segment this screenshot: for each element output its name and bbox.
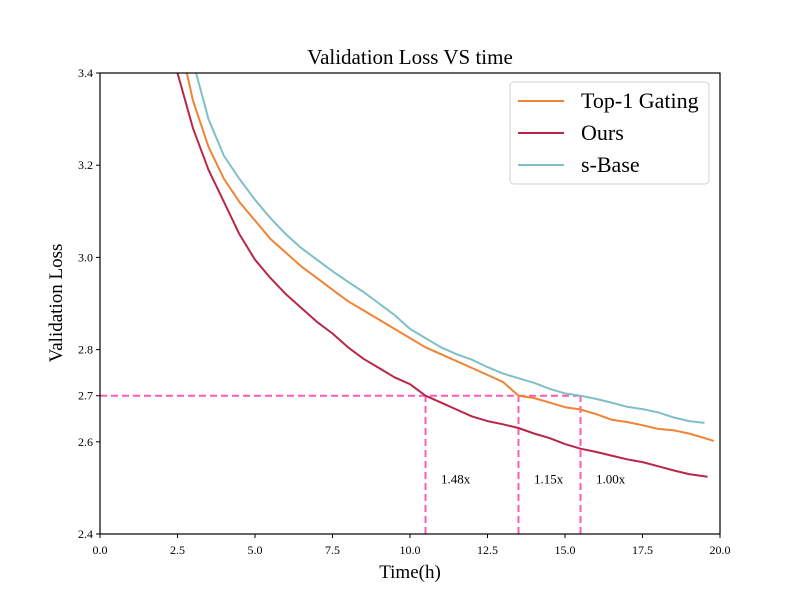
- legend-box: [509, 81, 710, 185]
- reference-lines: [100, 394, 582, 534]
- x-axis-label: Time(h): [379, 562, 441, 583]
- x-tick-label: 10.0: [400, 543, 421, 557]
- y-tick-label: 3.0: [78, 250, 93, 264]
- y-tick-label: 3.2: [78, 158, 93, 172]
- legend-label: Top-1 Gating: [581, 88, 699, 113]
- speedup-annotations: 1.48x 1.15x 1.00x: [441, 471, 626, 486]
- series-line-ours: [176, 73, 708, 478]
- y-tick-label: 3.4: [78, 66, 93, 80]
- y-axis-ticks: 2.4 2.6 2.7 2.8 3.0 3.2 3.4: [78, 66, 100, 541]
- series-line-s-base: [195, 73, 705, 424]
- legend-label: Ours: [581, 120, 624, 145]
- x-axis-ticks: 0.0 2.5 5.0 7.5 10.0 12.5 15.0 17.5 20.0: [93, 534, 731, 557]
- series-line-top-1-gating: [185, 73, 715, 442]
- speedup-label: 1.15x: [534, 471, 564, 486]
- legend: Top-1 Gating Ours s-Base: [509, 81, 710, 185]
- legend-label: s-Base: [581, 152, 640, 177]
- speedup-label: 1.00x: [596, 471, 626, 486]
- y-tick-label: 2.4: [78, 527, 93, 541]
- chart-title: Validation Loss VS time: [307, 45, 513, 69]
- x-tick-label: 17.5: [632, 543, 653, 557]
- x-tick-label: 7.5: [325, 543, 340, 557]
- x-tick-label: 12.5: [477, 543, 498, 557]
- y-tick-label: 2.6: [78, 435, 93, 449]
- speedup-label: 1.48x: [441, 471, 471, 486]
- x-tick-label: 15.0: [555, 543, 576, 557]
- x-tick-label: 5.0: [248, 543, 263, 557]
- y-tick-label: 2.8: [78, 343, 93, 357]
- series-lines: [176, 73, 715, 478]
- x-tick-label: 2.5: [170, 543, 185, 557]
- x-tick-label: 20.0: [710, 543, 731, 557]
- x-tick-label: 0.0: [93, 543, 108, 557]
- y-axis-label: Validation Loss: [46, 244, 67, 363]
- y-tick-label: 2.7: [78, 389, 93, 403]
